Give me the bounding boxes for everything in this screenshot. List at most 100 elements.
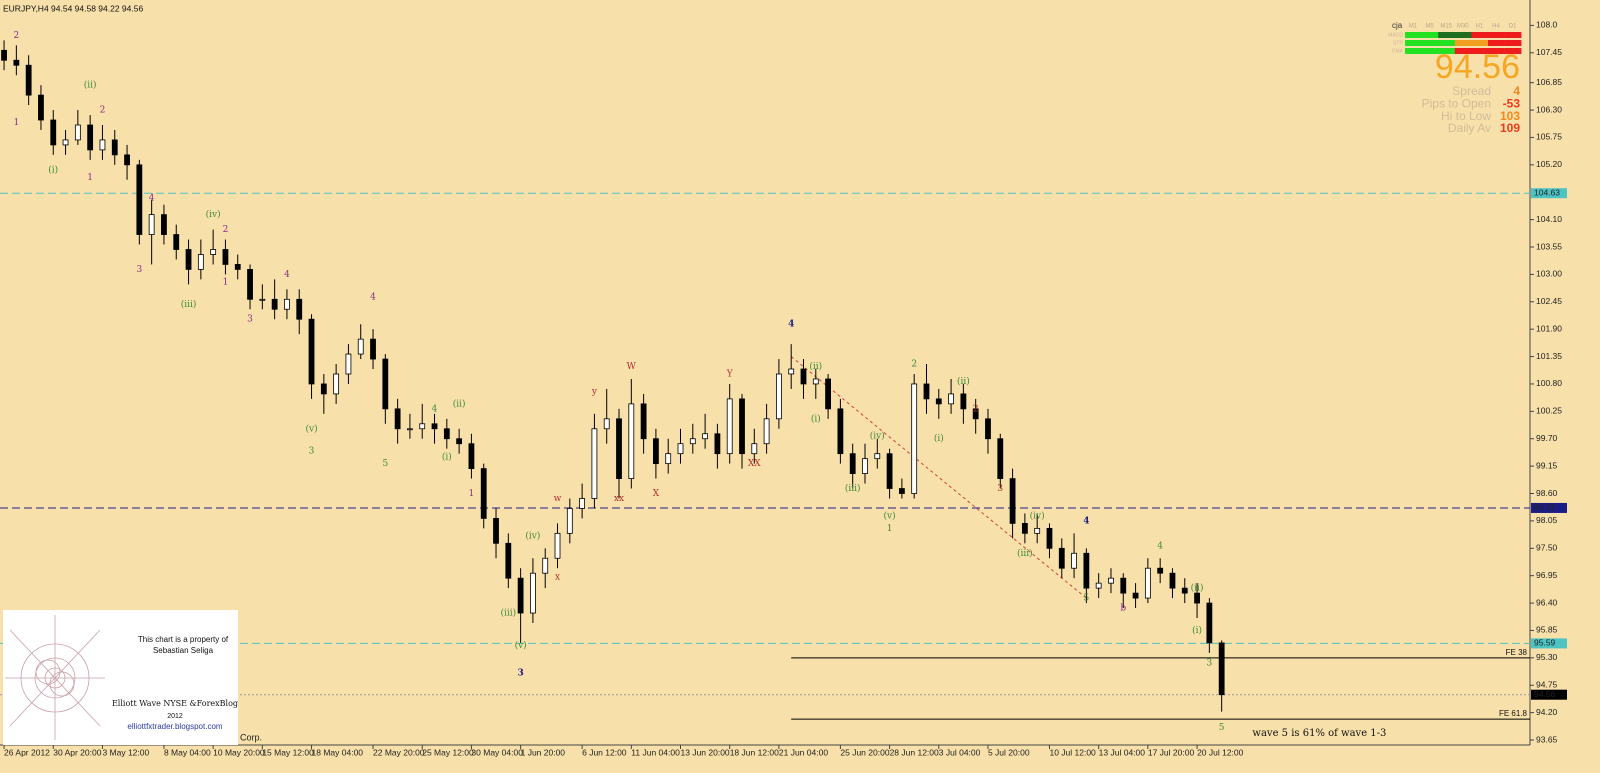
candle-body <box>284 298 290 310</box>
wave-label: XX <box>748 459 761 469</box>
y-tick-label: 97.50 <box>1536 543 1558 553</box>
candle-body <box>38 94 44 121</box>
panel-cell <box>1504 32 1522 38</box>
candle-body <box>382 358 389 410</box>
panel-row-label: EMA <box>1392 48 1404 54</box>
candle-body <box>407 428 413 431</box>
wave-label: 4 <box>788 320 794 330</box>
wave-label: w <box>554 494 562 504</box>
y-tick-label: 94.75 <box>1536 679 1558 689</box>
candle-body <box>825 378 831 410</box>
candle-body <box>972 408 979 420</box>
wave-label: (ii) <box>957 376 970 387</box>
wave-label: (iii) <box>500 608 516 619</box>
candle-body <box>886 453 893 489</box>
wave-label: (ii) <box>809 361 822 372</box>
y-tick-label: 98.60 <box>1536 488 1558 498</box>
x-tick-label: 20 Jul 12:00 <box>1197 747 1244 757</box>
panel-timeframe: M1 <box>1409 24 1418 30</box>
panel-cell <box>1438 40 1455 46</box>
candle-body <box>456 438 463 445</box>
wave-label: (i) <box>1192 625 1202 636</box>
wave-label: 2 <box>13 31 19 41</box>
wave-label: 3 <box>309 447 315 457</box>
candle-body <box>1218 642 1225 696</box>
x-tick-label: 10 Jul 12:00 <box>1049 747 1096 757</box>
wave-label: xx <box>614 494 624 504</box>
candle-body <box>99 139 106 151</box>
candle-body <box>628 403 635 479</box>
panel-cell <box>1504 48 1522 54</box>
wave-label: (iii) <box>181 299 197 310</box>
y-tick-label: 103.00 <box>1536 269 1562 279</box>
panel-cell <box>1438 32 1455 38</box>
y-tick-label: 100.25 <box>1536 406 1562 416</box>
price-box <box>1531 188 1567 199</box>
candle-body <box>923 383 930 400</box>
panel-cell <box>1471 32 1489 38</box>
x-tick-label: 18 Jun 12:00 <box>730 747 779 757</box>
panel-row-label: STR <box>1393 40 1403 46</box>
x-tick-label: 28 Jun 12:00 <box>890 747 939 757</box>
candle-body <box>62 139 69 146</box>
candle-body <box>935 398 942 405</box>
candle-body <box>222 249 229 265</box>
wave-label: (i) <box>811 413 821 424</box>
wave-label: 3 <box>997 484 1003 494</box>
candle-body <box>714 433 721 455</box>
logo-background <box>3 610 238 745</box>
y-tick-label: 100.80 <box>1536 378 1562 388</box>
panel-stat-label: Hi to Low <box>1441 109 1491 123</box>
candle-body <box>161 214 167 235</box>
wave-label: X <box>653 489 660 499</box>
wave-label: 2 <box>100 106 106 116</box>
panel-cell <box>1504 40 1522 46</box>
candle-body <box>849 453 856 474</box>
candle-body <box>665 453 672 465</box>
panel-cell <box>1421 48 1439 54</box>
candle-body <box>431 423 438 430</box>
candle-body <box>1132 592 1139 599</box>
y-tick-label: 101.90 <box>1536 323 1562 333</box>
candle-body <box>739 398 745 455</box>
candle-body <box>542 557 549 574</box>
y-tick-label: 108.0 <box>1536 20 1558 30</box>
x-tick-label: 25 Jun 20:00 <box>840 747 889 757</box>
x-tick-label: 30 Apr 20:00 <box>53 747 101 757</box>
candle-body <box>677 443 684 455</box>
candle-body <box>320 383 327 395</box>
candle-body <box>997 438 1004 479</box>
candle-body <box>653 438 659 465</box>
y-tick-label: 105.75 <box>1536 132 1562 142</box>
x-tick-label: 30 May 04:00 <box>471 747 523 757</box>
candle-body <box>505 542 512 579</box>
candle-body <box>394 408 401 430</box>
panel-timeframe: D1 <box>1509 24 1517 30</box>
panel-cell <box>1471 40 1489 46</box>
candle-body <box>726 398 733 455</box>
wave-label: (i) <box>442 452 452 463</box>
panel-stat-label: Spread <box>1452 84 1491 98</box>
wave-label: x <box>555 573 560 583</box>
candle-body <box>763 418 770 445</box>
note: wave 5 is 61% of wave 1-3 <box>1252 728 1386 739</box>
level-label: FE 38 <box>1506 648 1528 657</box>
candle-body <box>124 154 130 166</box>
x-tick-label: 21 Jun 04:00 <box>779 747 828 757</box>
candle-body <box>271 298 278 310</box>
y-tick-label: 103.55 <box>1536 241 1562 251</box>
panel-stat-value: 109 <box>1500 121 1520 135</box>
candle-body <box>308 318 315 385</box>
y-tick-label: 95.85 <box>1536 625 1558 635</box>
x-tick-label: 6 Jun 12:00 <box>582 747 627 757</box>
candle-body <box>74 124 81 141</box>
wave-label: 4 <box>432 404 438 414</box>
panel-stat-value: 4 <box>1513 84 1520 98</box>
candle-body <box>948 393 954 405</box>
y-tick-label: 107.45 <box>1536 47 1562 57</box>
candle-body <box>1169 572 1176 589</box>
candle-body <box>640 403 647 440</box>
wave-label: 2 <box>911 360 917 370</box>
wave-label: W <box>627 362 637 372</box>
wave-label: (iv) <box>206 209 221 220</box>
